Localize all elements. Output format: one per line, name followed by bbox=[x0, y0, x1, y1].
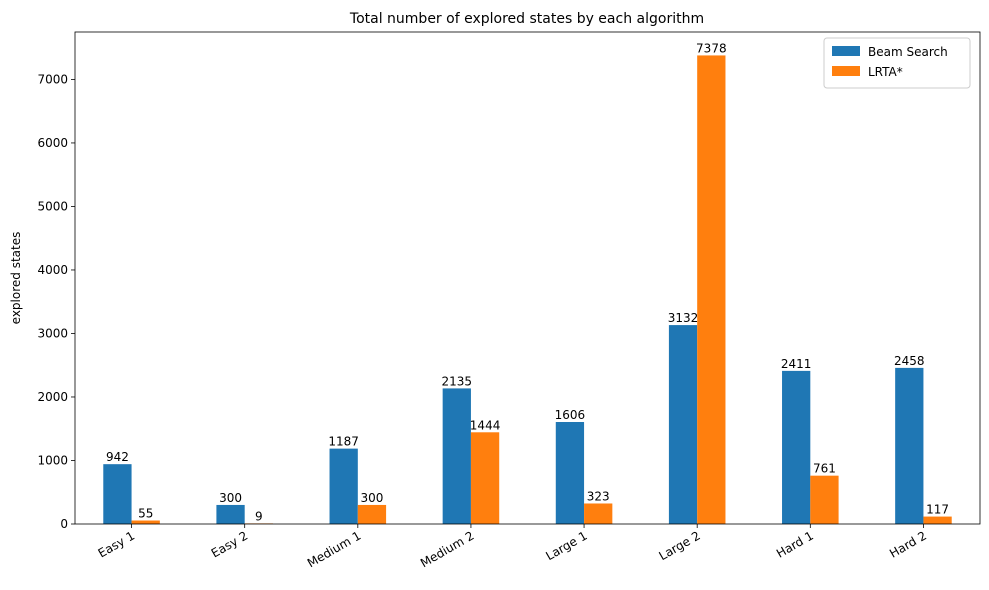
bar-value-label: 117 bbox=[926, 503, 949, 517]
y-tick-label: 4000 bbox=[37, 263, 68, 277]
y-tick-label: 1000 bbox=[37, 453, 68, 467]
x-tick-label: Hard 1 bbox=[774, 528, 816, 560]
bar-series-1 bbox=[103, 464, 132, 524]
bar-value-label: 300 bbox=[361, 491, 384, 505]
x-tick-label: Hard 2 bbox=[887, 528, 929, 560]
y-tick-label: 7000 bbox=[37, 72, 68, 86]
y-tick-label: 2000 bbox=[37, 390, 68, 404]
x-tick-label: Easy 1 bbox=[96, 528, 137, 560]
bar-series-2 bbox=[810, 475, 839, 524]
bar-value-label: 55 bbox=[138, 507, 153, 521]
bar-series-1 bbox=[668, 325, 698, 524]
bar-value-label: 1444 bbox=[470, 418, 501, 432]
bar-value-label: 3132 bbox=[668, 311, 699, 325]
y-tick-label: 6000 bbox=[37, 136, 68, 150]
bar-series-2 bbox=[357, 504, 387, 524]
bar-value-label: 7378 bbox=[696, 41, 727, 55]
legend-label: LRTA* bbox=[868, 65, 903, 79]
bar-series-1 bbox=[216, 504, 245, 524]
y-tick-label: 3000 bbox=[37, 326, 68, 340]
x-tick-label: Large 2 bbox=[657, 528, 703, 563]
x-tick-label: Large 1 bbox=[543, 528, 589, 563]
bar-value-label: 1606 bbox=[555, 408, 586, 422]
legend-swatch bbox=[832, 46, 860, 56]
legend-label: Beam Search bbox=[868, 45, 948, 59]
bar-value-label: 761 bbox=[813, 462, 836, 476]
bar-series-1 bbox=[442, 388, 471, 524]
x-tick-label: Easy 2 bbox=[209, 528, 250, 560]
x-tick-label: Medium 2 bbox=[418, 528, 476, 570]
legend-swatch bbox=[832, 66, 860, 76]
bar-series-2 bbox=[923, 516, 952, 524]
y-axis-label: explored states bbox=[9, 232, 23, 325]
axes-frame bbox=[74, 31, 981, 525]
legend: Beam Search LRTA* bbox=[823, 37, 971, 89]
bar-series-1 bbox=[782, 370, 811, 524]
bar-series-2 bbox=[697, 55, 726, 525]
bar-series-1 bbox=[329, 448, 358, 524]
y-tick-label: 5000 bbox=[37, 199, 68, 213]
plot-area: 942 300 1187 2135 1606 3132 2411 2458 55 9 300 1444… bbox=[37, 31, 981, 570]
bar-series-1 bbox=[555, 422, 585, 524]
chart-title: Total number of explored states by each … bbox=[349, 11, 704, 27]
bar-series-2 bbox=[131, 520, 160, 524]
bar-value-label: 9 bbox=[255, 509, 263, 523]
bar-value-label: 942 bbox=[106, 450, 129, 464]
bar-series-1 bbox=[895, 367, 924, 524]
x-tick-label: Medium 1 bbox=[305, 528, 363, 570]
bar-series-2 bbox=[584, 503, 613, 524]
bar-value-label: 300 bbox=[219, 491, 242, 505]
bar-value-label: 323 bbox=[587, 489, 610, 503]
bar-value-label: 2458 bbox=[894, 354, 925, 368]
legend-box bbox=[823, 37, 971, 89]
bar-value-label: 1187 bbox=[328, 435, 359, 449]
bar-value-label: 2411 bbox=[781, 357, 812, 371]
bar-series-2 bbox=[470, 432, 500, 524]
bar-value-label: 2135 bbox=[442, 374, 473, 388]
y-tick-label: 0 bbox=[60, 517, 68, 531]
